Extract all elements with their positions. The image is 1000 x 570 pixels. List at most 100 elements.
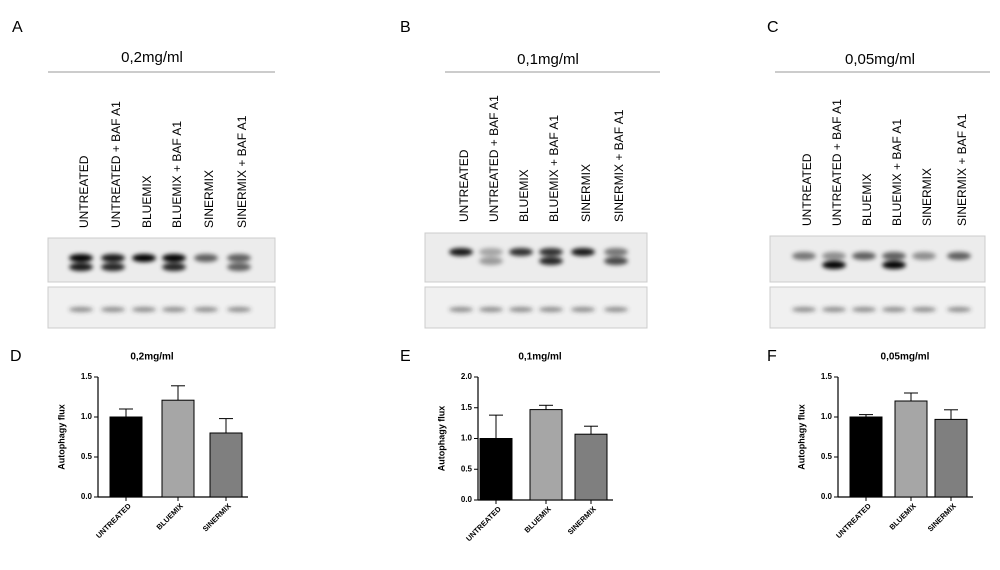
lane-label: UNTREATED + BAF A1	[487, 95, 501, 222]
band	[162, 263, 186, 271]
bands	[449, 248, 628, 312]
band	[479, 307, 503, 312]
band	[69, 254, 93, 262]
lane-label: BLUEMIX + BAF A1	[547, 115, 561, 222]
band	[539, 307, 563, 312]
band	[132, 254, 156, 262]
lane-label: SINERMIX + BAF A1	[612, 109, 626, 222]
band	[947, 252, 971, 260]
lane-label: UNTREATED	[457, 149, 471, 222]
lane-label: SINERMIX	[579, 164, 593, 222]
lane-label: SINERMIX	[202, 170, 216, 228]
band	[539, 257, 563, 265]
blot-upper	[424, 232, 648, 283]
band	[882, 252, 906, 260]
x-tick-label: SINERMIX	[201, 501, 233, 533]
bar	[109, 416, 143, 498]
band	[822, 307, 846, 312]
y-axis-label: Autophagy flux	[796, 404, 806, 470]
band	[509, 248, 533, 256]
band	[101, 307, 125, 312]
band	[132, 307, 156, 312]
lane-label: BLUEMIX + BAF A1	[170, 121, 184, 228]
y-tick-label: 2.0	[461, 372, 473, 381]
y-tick-label: 0.0	[81, 492, 93, 501]
x-tick-label: SINERMIX	[926, 501, 958, 533]
bands	[69, 254, 251, 312]
x-tick-label: UNTREATED	[834, 501, 873, 540]
panel-letter: D	[10, 348, 22, 365]
y-tick-label: 0.5	[461, 464, 473, 473]
band	[69, 307, 93, 312]
bar	[161, 399, 195, 498]
bar	[574, 433, 608, 501]
panel-letter: C	[767, 19, 779, 36]
x-tick-label: BLUEMIX	[523, 504, 553, 534]
bar	[894, 400, 928, 498]
bands	[792, 252, 971, 312]
x-tick-label: UNTREATED	[464, 504, 503, 543]
band	[449, 307, 473, 312]
band	[227, 263, 251, 271]
bar	[209, 432, 243, 498]
bar	[479, 438, 513, 501]
lane-label: UNTREATED + BAF A1	[830, 99, 844, 226]
band	[947, 307, 971, 312]
x-tick-label: UNTREATED	[94, 501, 133, 540]
band	[227, 254, 251, 262]
chart-title: 0,2mg/ml	[130, 352, 174, 363]
band	[479, 257, 503, 265]
band	[194, 307, 218, 312]
band	[852, 307, 876, 312]
band	[882, 307, 906, 312]
lane-label: SINERMIX + BAF A1	[235, 115, 249, 228]
lane-label: UNTREATED	[800, 153, 814, 226]
bar	[529, 409, 563, 501]
band	[604, 257, 628, 265]
lane-label: UNTREATED + BAF A1	[109, 101, 123, 228]
band	[101, 254, 125, 262]
lane-label: BLUEMIX + BAF A1	[890, 119, 904, 226]
band	[912, 252, 936, 260]
band	[227, 307, 251, 312]
lane-label: BLUEMIX	[140, 175, 154, 228]
y-tick-label: 0.0	[821, 492, 833, 501]
y-tick-label: 1.5	[461, 403, 473, 412]
x-tick-label: SINERMIX	[566, 504, 598, 536]
band	[539, 248, 563, 256]
chart-title: 0,1mg/ml	[518, 352, 562, 363]
bar	[849, 416, 883, 498]
y-tick-label: 1.5	[821, 372, 833, 381]
bar	[934, 418, 968, 498]
blot-title: 0,1mg/ml	[517, 51, 579, 68]
x-tick-label: BLUEMIX	[888, 501, 918, 531]
y-tick-label: 1.0	[81, 412, 93, 421]
band	[882, 261, 906, 269]
panel-letter: A	[12, 19, 23, 36]
band	[852, 252, 876, 260]
y-axis-label: Autophagy flux	[56, 404, 66, 470]
panel-letter: B	[400, 19, 411, 36]
band	[604, 248, 628, 256]
y-tick-label: 1.5	[81, 372, 93, 381]
blot-title: 0,05mg/ml	[845, 51, 915, 68]
band	[792, 252, 816, 260]
band	[571, 307, 595, 312]
band	[162, 307, 186, 312]
blot-title: 0,2mg/ml	[121, 49, 183, 66]
band	[792, 307, 816, 312]
chart-title: 0,05mg/ml	[881, 352, 930, 363]
lane-label: SINERMIX	[920, 168, 934, 226]
panel-letter: F	[767, 348, 777, 365]
y-tick-label: 1.0	[821, 412, 833, 421]
lane-label: SINERMIX + BAF A1	[955, 113, 969, 226]
band	[822, 252, 846, 260]
lane-label: UNTREATED	[77, 155, 91, 228]
band	[69, 263, 93, 271]
band	[912, 307, 936, 312]
band	[479, 248, 503, 256]
band	[449, 248, 473, 256]
band	[509, 307, 533, 312]
y-tick-label: 1.0	[461, 434, 473, 443]
y-axis-label: Autophagy flux	[436, 406, 446, 472]
